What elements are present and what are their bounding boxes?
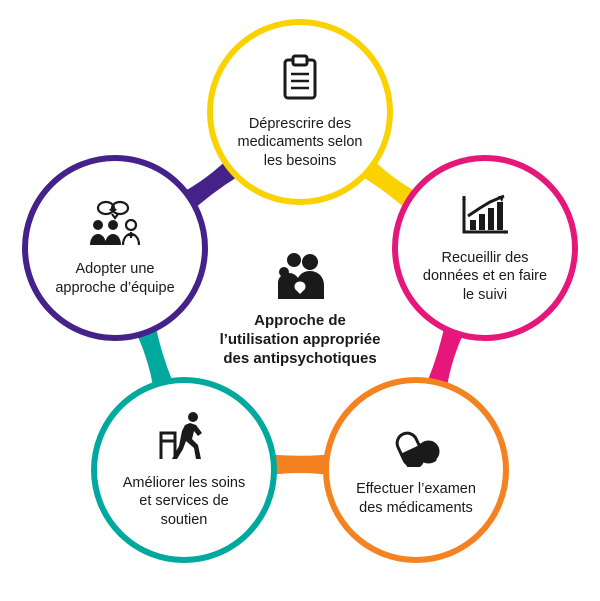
petal-ring-right-upper: Recueillir des données et en faire le su… [392,155,578,341]
center-title: Approche de l’utilisation appropriée des… [215,312,385,368]
clipboard-icon [279,54,321,107]
diagram-stage: Approche de l’utilisation appropriée des… [0,0,600,601]
petal-label-right-lower: Effectuer l’examen des médicaments [347,480,485,516]
petal-ring-top: Déprescrire des medicaments selon les be… [207,19,393,205]
petal-left-upper: Adopter une approche d’équipe [22,155,208,341]
petal-ring-left-lower: Améliorer les soins et services de souti… [91,377,277,563]
pills-icon [390,423,442,472]
petal-label-left-upper: Adopter une approche d’équipe [46,260,184,296]
chart-up-icon [460,192,510,241]
petal-right-upper: Recueillir des données et en faire le su… [392,155,578,341]
team-icon [86,199,144,252]
petal-ring-right-lower: Effectuer l’examen des médicaments [323,377,509,563]
petal-ring-left-upper: Adopter une approche d’équipe [22,155,208,341]
petal-label-right-upper: Recueillir des données et en faire le su… [416,249,554,303]
petal-label-top: Déprescrire des medicaments selon les be… [231,115,369,169]
people-hug-icon [272,251,328,304]
petal-left-lower: Améliorer les soins et services de souti… [91,377,277,563]
petal-label-left-lower: Améliorer les soins et services de souti… [115,474,253,528]
assist-walker-icon [157,411,211,466]
petal-top: Déprescrire des medicaments selon les be… [207,19,393,205]
petal-right-lower: Effectuer l’examen des médicaments [323,377,509,563]
